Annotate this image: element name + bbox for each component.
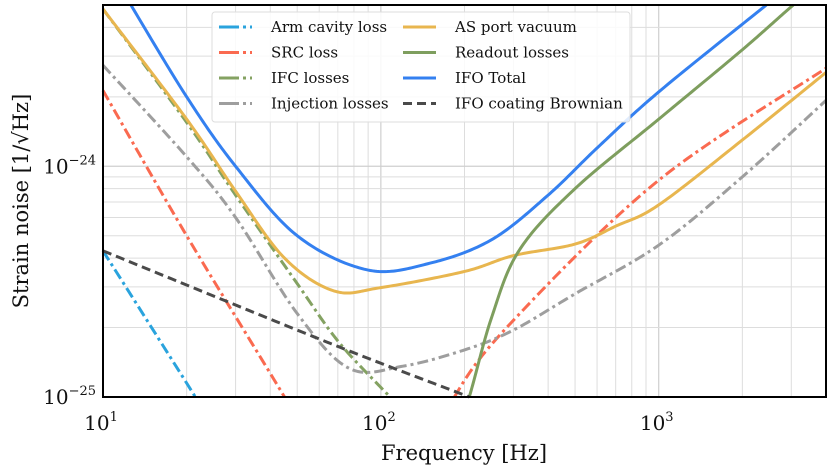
series-src-loss [101, 66, 827, 398]
legend-label-arm-cavity-loss: Arm cavity loss [270, 18, 387, 36]
plot-frame [102, 4, 827, 398]
series-as-port-vacuum [101, 8, 827, 295]
y-tick-label: 10−24 [43, 153, 96, 178]
series-ifo-total [129, 3, 768, 274]
legend: Arm cavity loss SRC loss IFC losses Injecti… [211, 11, 631, 123]
curves [101, 3, 828, 399]
series-injection-losses [101, 64, 828, 374]
x-tick-label: 103 [640, 410, 674, 435]
y-axis-label: Strain noise [1/√Hz] [9, 94, 33, 309]
legend-label-readout-losses: Readout losses [455, 44, 569, 62]
y-tick-label: 10−25 [43, 384, 96, 409]
series-readout-losses [467, 3, 795, 398]
series-ifo-coating-brownian [102, 249, 470, 399]
series-ifc-losses [101, 8, 392, 399]
legend-label-ifo-total: IFO Total [455, 69, 526, 87]
legend-label-ifc-losses: IFC losses [271, 69, 349, 87]
tick-labels: 101 102 103 10−25 10−24 [43, 153, 673, 435]
legend-label-as-port-vacuum: AS port vacuum [454, 18, 577, 36]
series-arm-cavity-loss [101, 250, 197, 398]
legend-box [211, 11, 631, 123]
x-tick-label: 102 [362, 410, 396, 435]
legend-label-src-loss: SRC loss [271, 44, 338, 62]
legend-label-injection-losses: Injection losses [271, 95, 389, 113]
legend-label-ifo-coating-brownian: IFO coating Brownian [455, 95, 623, 113]
x-tick-label: 101 [84, 410, 118, 435]
x-axis-label: Frequency [Hz] [381, 441, 547, 465]
